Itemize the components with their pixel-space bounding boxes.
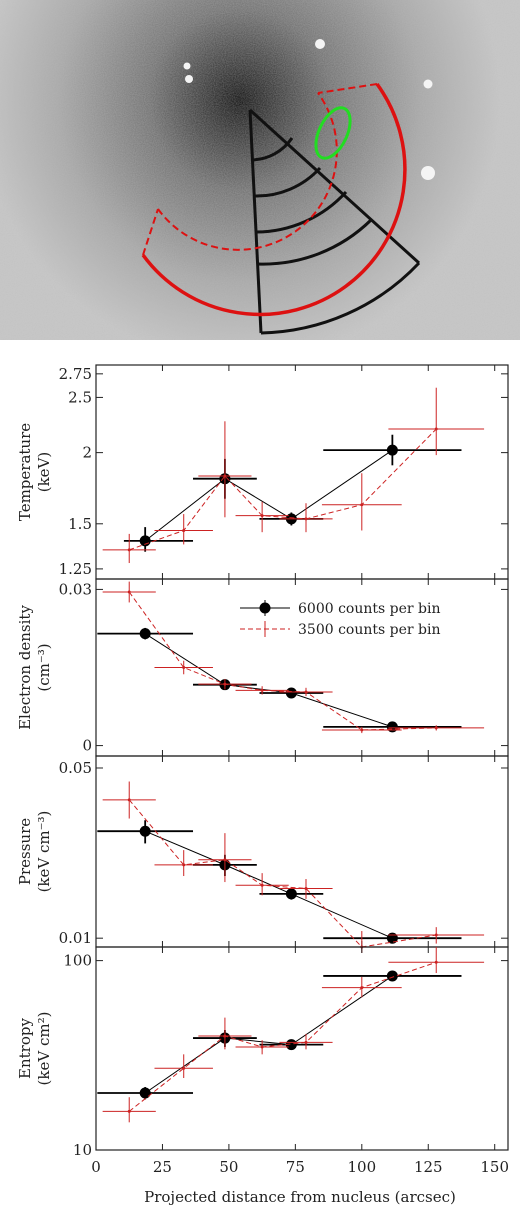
data-point-s6000 <box>386 970 398 982</box>
data-point-s3500 <box>182 863 186 867</box>
y-axis-label: (keV cm⁻³) <box>35 811 53 893</box>
data-point-s6000 <box>139 628 151 640</box>
x-tick-label: 150 <box>480 1158 509 1176</box>
series-line-s6000 <box>144 830 393 939</box>
y-tick-label: 2 <box>82 444 92 462</box>
x-tick-label: 100 <box>347 1158 376 1176</box>
data-point-s3500 <box>360 503 364 507</box>
y-tick-label: 0.01 <box>59 929 92 947</box>
x-tick-label: 25 <box>153 1158 172 1176</box>
series-line-s6000 <box>144 975 393 1094</box>
series-line-s6000 <box>144 633 393 728</box>
y-tick-label: 0.05 <box>59 759 92 777</box>
data-point-s3500 <box>434 960 438 964</box>
data-point-s3500 <box>182 666 186 669</box>
legend-marker <box>259 602 271 614</box>
green-ellipse-region <box>314 106 352 160</box>
panel-0: 1.25 1.5 2 2.5 2.75 Temperature (keV) <box>16 364 509 580</box>
data-point-s3500 <box>223 474 227 478</box>
point-source <box>315 39 325 49</box>
data-point-s6000 <box>139 1087 151 1099</box>
y-axis-label: Temperature <box>16 423 34 521</box>
data-point-s3500 <box>223 1034 227 1038</box>
data-point-s3500 <box>127 548 131 552</box>
data-point-s3500 <box>434 726 438 730</box>
y-axis-label: Entropy <box>16 1018 34 1079</box>
point-source <box>185 75 193 83</box>
data-point-s3500 <box>360 986 364 990</box>
y-tick-label: 2.5 <box>68 388 92 406</box>
y-tick-label: 0 <box>82 737 92 755</box>
data-point-s3500 <box>182 528 186 532</box>
data-point-s6000 <box>386 444 398 456</box>
y-tick-label: 2.75 <box>59 365 92 383</box>
series-line-s3500 <box>128 799 437 948</box>
panel-2: 0.01 0.05 Pressure (keV cm⁻³) <box>16 755 509 953</box>
x-tick-label: 50 <box>219 1158 238 1176</box>
point-source <box>423 79 433 89</box>
data-point-s6000 <box>285 687 297 699</box>
legend-label: 3500 counts per bin <box>298 622 441 638</box>
data-point-s3500 <box>304 886 308 890</box>
data-point-s3500 <box>127 798 131 802</box>
data-point-s3500 <box>260 688 264 692</box>
y-axis-label: Pressure <box>16 818 34 885</box>
legend-label: 6000 counts per bin <box>298 601 441 617</box>
x-axis-label: Projected distance from nucleus (arcsec) <box>144 1188 456 1206</box>
legend: 6000 counts per bin 3500 counts per bin <box>240 600 441 638</box>
data-point-s3500 <box>304 690 308 694</box>
panel-1: 0 0.03 Electron density (cm⁻³) 6000 counts p… <box>16 578 509 757</box>
data-point-s3500 <box>260 1045 264 1049</box>
y-axis-label: (cm⁻³) <box>35 643 53 691</box>
y-axis-label: Electron density <box>16 605 34 730</box>
panel-frame <box>95 946 509 1151</box>
point-source <box>183 62 191 70</box>
data-point-s6000 <box>386 932 398 944</box>
data-point-s3500 <box>434 427 438 431</box>
y-tick-label: 1.25 <box>59 560 92 578</box>
black-sector-regions <box>248 108 421 335</box>
data-point-s3500 <box>304 517 308 521</box>
data-point-s3500 <box>260 514 264 518</box>
x-tick-label: 75 <box>286 1158 305 1176</box>
data-point-s3500 <box>360 728 364 732</box>
data-point-s3500 <box>182 1066 186 1070</box>
y-tick-label: 10 <box>73 1141 92 1159</box>
point-source <box>421 166 435 180</box>
panel-frame <box>95 755 509 948</box>
panel-frame <box>95 364 509 580</box>
data-point-s6000 <box>386 721 398 733</box>
data-point-s3500 <box>127 590 131 594</box>
stacked-profile-plots: 1.25 1.5 2 2.5 2.75 Temperature (keV) 0 0.03 Elec… <box>16 364 509 1206</box>
y-tick-label: 0.03 <box>59 580 92 598</box>
series-line-s3500 <box>128 961 437 1112</box>
y-tick-label: 1.5 <box>68 515 92 533</box>
data-point-s6000 <box>139 825 151 837</box>
panel-3: 10 100 Entropy (keV cm²) <box>16 946 509 1159</box>
data-point-s3500 <box>223 682 227 686</box>
y-tick-label: 100 <box>63 952 92 970</box>
series-line-s6000 <box>144 449 393 542</box>
data-point-s3500 <box>127 1109 131 1113</box>
data-point-s3500 <box>434 933 438 937</box>
data-point-s6000 <box>285 888 297 900</box>
x-tick-label: 0 <box>91 1158 101 1176</box>
y-axis-label: (keV cm²) <box>35 1012 53 1086</box>
y-axis-label: (keV) <box>35 452 53 493</box>
red-sector-regions <box>141 82 407 317</box>
data-point-s3500 <box>260 883 264 887</box>
data-point-s3500 <box>223 858 227 862</box>
data-point-s3500 <box>304 1040 308 1044</box>
x-tick-label: 125 <box>414 1158 443 1176</box>
xray-image <box>0 0 520 340</box>
